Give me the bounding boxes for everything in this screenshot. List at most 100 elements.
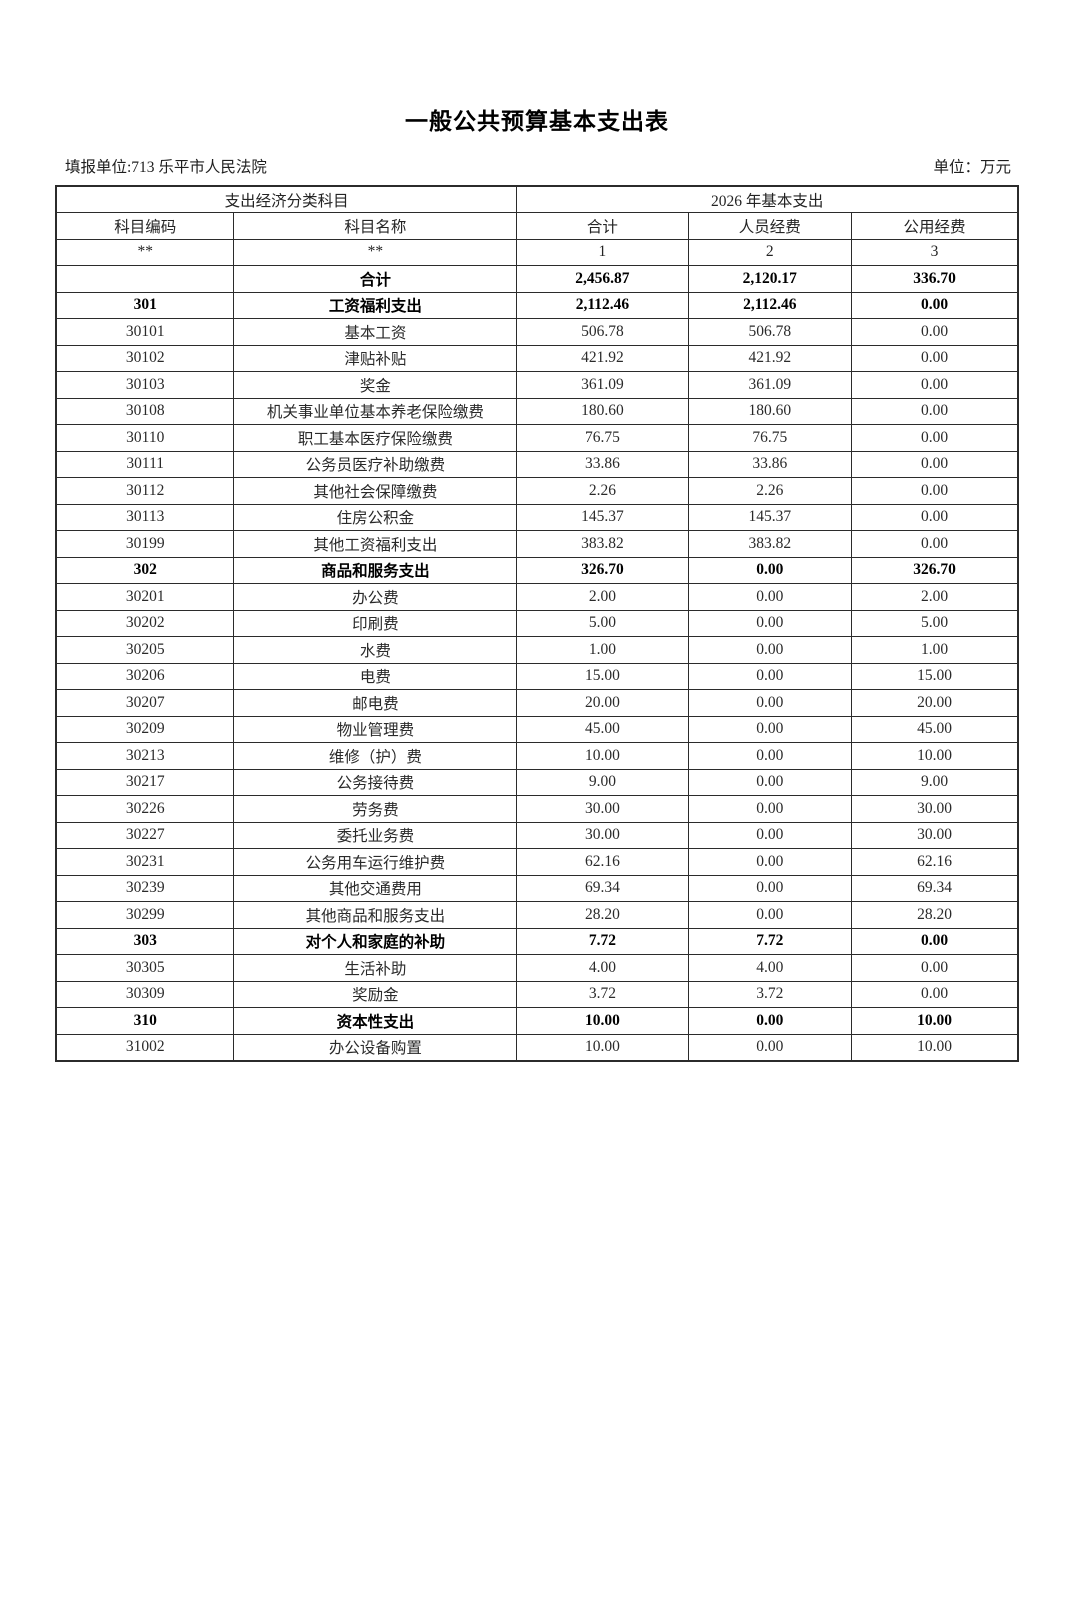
header-columns-row: 科目编码 科目名称 合计 人员经费 公用经费: [55, 212, 1019, 240]
col-header-total: 合计: [516, 212, 689, 240]
cell-subject-code: 30231: [55, 848, 235, 876]
cell-subject-name: 公务用车运行维护费: [233, 848, 518, 876]
cell-public-funds: 0.00: [851, 397, 1019, 425]
cell-total: 20.00: [516, 689, 689, 717]
cell-total: 180.60: [516, 397, 689, 425]
col-header-subject-code: 科目编码: [55, 212, 235, 240]
table-row: 301 工资福利支出 2,112.46 2,112.46 0.00: [55, 291, 1019, 319]
header-index-row: ** ** 1 2 3: [55, 238, 1019, 266]
cell-subject-code: 31002: [55, 1033, 235, 1061]
table-row: 30239 其他交通费用 69.34 0.00 69.34: [55, 874, 1019, 902]
cell-total: 421.92: [516, 344, 689, 372]
cell-public-funds: 0.00: [851, 980, 1019, 1008]
cell-public-funds: 0.00: [851, 291, 1019, 319]
table-row: 30103 奖金 361.09 361.09 0.00: [55, 371, 1019, 399]
cell-public-funds: 10.00: [851, 1007, 1019, 1035]
cell-total: 28.20: [516, 901, 689, 929]
table-row: 30102 津贴补贴 421.92 421.92 0.00: [55, 344, 1019, 372]
cell-total: 10.00: [516, 742, 689, 770]
document-page: 一般公共预算基本支出表 填报单位:713 乐平市人民法院 单位：万元 支出经济分…: [0, 104, 1074, 1624]
table-row: 30111 公务员医疗补助缴费 33.86 33.86 0.00: [55, 450, 1019, 478]
cell-subject-name: 基本工资: [233, 318, 518, 346]
cell-total: 30.00: [516, 821, 689, 849]
cell-personnel-funds: 145.37: [687, 503, 853, 531]
cell-personnel-funds: 76.75: [687, 424, 853, 452]
cell-subject-code: 30206: [55, 662, 235, 690]
cell-personnel-funds: 0.00: [687, 609, 853, 637]
cell-personnel-funds: 0.00: [687, 742, 853, 770]
cell-personnel-funds: 0.00: [687, 662, 853, 690]
cell-subject-name: 工资福利支出: [233, 291, 518, 319]
cell-subject-code: 30108: [55, 397, 235, 425]
cell-subject-code: 30199: [55, 530, 235, 558]
cell-subject-name: 劳务费: [233, 795, 518, 823]
cell-subject-code: 30101: [55, 318, 235, 346]
cell-public-funds: 0.00: [851, 344, 1019, 372]
table-row: 合计 2,456.87 2,120.17 336.70: [55, 265, 1019, 293]
cell-personnel-funds: 0.00: [687, 874, 853, 902]
table-row: 31002 办公设备购置 10.00 0.00 10.00: [55, 1033, 1019, 1061]
table-header: 支出经济分类科目 2026 年基本支出 科目编码 科目名称 合计 人员经费 公用…: [55, 185, 1019, 266]
cell-personnel-funds: 7.72: [687, 927, 853, 955]
cell-subject-name: 奖金: [233, 371, 518, 399]
reporting-unit-label: 填报单位:713 乐平市人民法院: [65, 159, 267, 176]
cell-subject-code: 30202: [55, 609, 235, 637]
cell-public-funds: 0.00: [851, 318, 1019, 346]
cell-total: 7.72: [516, 927, 689, 955]
cell-subject-name: 住房公积金: [233, 503, 518, 531]
cell-total: 15.00: [516, 662, 689, 690]
table-row: 30207 邮电费 20.00 0.00 20.00: [55, 689, 1019, 717]
cell-personnel-funds: 0.00: [687, 901, 853, 929]
cell-personnel-funds: 0.00: [687, 795, 853, 823]
cell-public-funds: 10.00: [851, 1033, 1019, 1061]
cell-subject-name: 对个人和家庭的补助: [233, 927, 518, 955]
table-row: 30199 其他工资福利支出 383.82 383.82 0.00: [55, 530, 1019, 558]
cell-public-funds: 15.00: [851, 662, 1019, 690]
cell-public-funds: 1.00: [851, 636, 1019, 664]
cell-subject-name: 津贴补贴: [233, 344, 518, 372]
cell-subject-code: 30226: [55, 795, 235, 823]
cell-subject-code: 30205: [55, 636, 235, 664]
cell-subject-name: 公务员医疗补助缴费: [233, 450, 518, 478]
cell-total: 10.00: [516, 1007, 689, 1035]
cell-subject-name: 商品和服务支出: [233, 556, 518, 584]
cell-personnel-funds: 361.09: [687, 371, 853, 399]
cell-subject-code: 30103: [55, 371, 235, 399]
table-row: 30209 物业管理费 45.00 0.00 45.00: [55, 715, 1019, 743]
table-row: 30202 印刷费 5.00 0.00 5.00: [55, 609, 1019, 637]
cell-total: 506.78: [516, 318, 689, 346]
cell-public-funds: 30.00: [851, 795, 1019, 823]
cell-subject-name: 其他商品和服务支出: [233, 901, 518, 929]
cell-personnel-funds: 0.00: [687, 583, 853, 611]
cell-subject-code: 30207: [55, 689, 235, 717]
cell-total: 69.34: [516, 874, 689, 902]
cell-personnel-funds: 0.00: [687, 715, 853, 743]
cell-subject-code: 30309: [55, 980, 235, 1008]
cell-subject-name: 水费: [233, 636, 518, 664]
cell-subject-code: 30112: [55, 477, 235, 505]
unit-label: 单位：万元: [933, 159, 1011, 176]
cell-personnel-funds: 4.00: [687, 954, 853, 982]
header-group-row: 支出经济分类科目 2026 年基本支出: [55, 185, 1019, 213]
header-group-subject: 支出经济分类科目: [55, 185, 518, 213]
cell-subject-name: 合计: [233, 265, 518, 293]
cell-subject-name: 其他工资福利支出: [233, 530, 518, 558]
cell-subject-code: 302: [55, 556, 235, 584]
cell-subject-name: 办公费: [233, 583, 518, 611]
cell-public-funds: 0.00: [851, 477, 1019, 505]
cell-public-funds: 45.00: [851, 715, 1019, 743]
table-row: 30213 维修（护）费 10.00 0.00 10.00: [55, 742, 1019, 770]
cell-personnel-funds: 0.00: [687, 821, 853, 849]
cell-public-funds: 0.00: [851, 424, 1019, 452]
cell-personnel-funds: 3.72: [687, 980, 853, 1008]
table-row: 30226 劳务费 30.00 0.00 30.00: [55, 795, 1019, 823]
index-cell-name: **: [233, 238, 518, 266]
cell-public-funds: 0.00: [851, 954, 1019, 982]
cell-public-funds: 20.00: [851, 689, 1019, 717]
col-header-public-funds: 公用经费: [851, 212, 1019, 240]
cell-subject-code: [55, 265, 235, 293]
cell-personnel-funds: 0.00: [687, 556, 853, 584]
cell-personnel-funds: 2.26: [687, 477, 853, 505]
cell-total: 383.82: [516, 530, 689, 558]
cell-subject-code: 30111: [55, 450, 235, 478]
